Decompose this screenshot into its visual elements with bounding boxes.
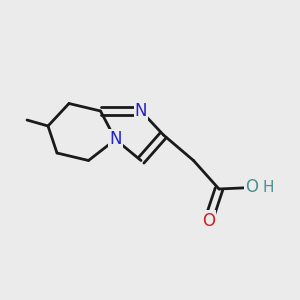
Text: H: H [263, 180, 274, 195]
Text: O: O [202, 212, 215, 230]
Text: N: N [109, 130, 122, 148]
Text: N: N [135, 102, 147, 120]
Text: O: O [245, 178, 259, 196]
